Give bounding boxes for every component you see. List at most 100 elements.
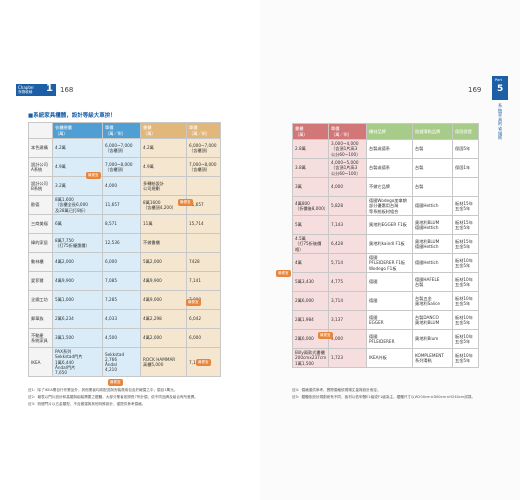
cell: 德國 PFLEIDERER F1板 Wodego F1板: [366, 253, 413, 273]
row: 緯的家居 8萬7,750 （打75折優惠價） 12,536 不做書櫃: [28, 233, 221, 253]
cell: 11萬: [140, 214, 187, 234]
header-cell: 書櫃 （萬）: [140, 122, 187, 139]
header-cell: 鉸鏈滑軌品牌: [412, 123, 453, 140]
chapter-number: 1: [46, 83, 53, 94]
cell: 4萬2,000: [52, 252, 103, 272]
cell: 不做它品牌: [366, 177, 413, 197]
cell: 設計公司 A系統: [28, 157, 53, 177]
cell: 7,143: [328, 215, 367, 235]
cell: 板材10年 五金5年: [452, 329, 479, 349]
badge: 最便宜: [186, 299, 201, 306]
badge: 最便宜: [86, 172, 101, 179]
note: 註3：鉸鏈門片以五金類型，不含搬運與其他特殊設計，僅提供參考價格。: [28, 402, 146, 406]
cell: 奧地利kaindl F1板: [366, 234, 413, 254]
header-row: 衣櫃總價 （萬） 單價 （萬／呎） 書櫃 （萬） 單價 （萬／呎）: [28, 122, 221, 139]
row: 歐德 8萬1,600 （含櫃全長6,000 及28萬已打8折） 11,657 8萬16…: [28, 195, 221, 215]
part-label: Part: [495, 78, 503, 82]
cell: 3萬: [292, 177, 329, 197]
cell: 4,033: [102, 309, 141, 329]
cell: 7,141: [186, 271, 221, 291]
cell: 三商美福: [28, 214, 53, 234]
row: 三商美福 6萬 8,571 11萬 15,714: [28, 214, 221, 234]
cell: 7,285: [102, 290, 141, 310]
cell: 4,500: [102, 328, 141, 348]
cell: 7428: [186, 252, 221, 272]
cell: 4,000: [328, 329, 367, 349]
cell: 6,000: [186, 328, 221, 348]
cell: 7,000~8,000 （含櫃頂）: [186, 157, 221, 177]
chapter-subtitle: 衣物收納: [18, 90, 33, 94]
cell: PAX系列 Sekkstad門片 1萬6,440 Åndal門片 7,650: [52, 346, 103, 378]
note: 註1：除了IKEA需自行作業品外，其他業者均將配送與安裝費用包含於報價之中，價目…: [28, 388, 178, 392]
heading: ■系統家具櫃體，設計等級大車拚！: [28, 113, 116, 119]
cell: 4萬2,298: [140, 309, 187, 329]
cell: 設計公司 B系統: [28, 176, 53, 196]
header-cell: 衣櫃總價 （萬）: [52, 122, 103, 139]
cell: 保固1年: [452, 158, 479, 178]
cell: 4,775: [328, 272, 367, 292]
cell: 2萬1,984: [292, 310, 329, 330]
part-title: 系統家具的省錢術: [498, 103, 503, 141]
cell: 4,000: [102, 176, 141, 196]
cell: 不做書櫃: [140, 233, 187, 253]
row: 郵華族 2萬6,234 4,033 4萬2,298 6,042: [28, 309, 221, 329]
cell: 歐德: [28, 195, 53, 215]
chapter-label: Chapter: [18, 85, 34, 90]
cell: 台製: [412, 177, 453, 197]
cell: 台製: [412, 158, 453, 178]
cell: 動林櫃: [28, 252, 53, 272]
badge: 最便宜: [276, 270, 291, 277]
row: 本色建構 4.2萬 6,000~7,000 （含櫃頂） 4.2萬 6,000~7,000…: [28, 138, 221, 158]
cell: 6萬: [52, 214, 103, 234]
left-page: Chapter 1 衣物收納 168 ■系統家具櫃體，設計等級大車拚！ 衣櫃總價…: [16, 83, 221, 406]
note: 註2：報表以門片設計和高櫃與組裝需要之櫃體，大部分業者依照長7呎計價，依不同品牌…: [28, 395, 198, 399]
cell: 德國: [366, 291, 413, 311]
cell: 5萬2,000: [140, 252, 187, 272]
cell: 愛菲爾: [28, 271, 53, 291]
cell: 3,137: [328, 310, 367, 330]
cell: 5,828: [328, 196, 367, 216]
row: 2萬1,984 3,137 德國 EGGER 台製DANCO 奧地利BLUM 板材10年…: [292, 310, 479, 330]
cell: 德國Wodego加拿朗 部分優惠用台灣 等系統板材組合: [366, 196, 413, 216]
part-tab: Part 5: [492, 76, 508, 100]
header-cell: 單價 （萬／呎）: [102, 122, 141, 139]
header-cell: [28, 122, 53, 139]
cell: 4萬: [292, 253, 329, 273]
cell: 4.9萬: [140, 157, 187, 177]
cell: 6,042: [186, 309, 221, 329]
part-number: 5: [497, 84, 504, 94]
cell: 6,000: [102, 252, 141, 272]
cell: 3,714: [328, 291, 367, 311]
cell: 4,000~5,000 （含頂1片高3 公分60~100）: [328, 158, 367, 178]
cell: 4萬9,000: [140, 290, 187, 310]
cell: 台製五金 奧地利Salice: [412, 291, 453, 311]
cell: 板材10年 五金5年: [452, 253, 479, 273]
cell: 奧地利BLUM 德國Hettich: [412, 234, 453, 254]
cell: 板材15年 五金5年: [452, 215, 479, 235]
cell: 8,571: [102, 214, 141, 234]
cell: 15,714: [186, 214, 221, 234]
cell: 4萬800 （折價後8,000）: [292, 196, 329, 216]
header-cell: 保固保證: [452, 123, 479, 140]
cell: 2萬6,234: [52, 309, 103, 329]
header-cell: 單價 （萬／呎）: [186, 122, 221, 139]
cell: 板材10年 五金5年: [452, 310, 479, 330]
badge: 最便宜: [318, 332, 333, 339]
cell: 奧地利Blum: [412, 329, 453, 349]
cell: 緯的家居: [28, 233, 53, 253]
header-cell: 單價 （萬／呎）: [328, 123, 367, 140]
cell: 板材10年 五金5年: [452, 348, 479, 368]
cell: 板材15年 五金5年: [452, 196, 479, 216]
cell: 4萬2,000: [140, 328, 187, 348]
cell: 5萬1,000: [52, 290, 103, 310]
cell: Sekkstad 2,766 Åndal 4,210: [102, 346, 141, 378]
cell: 板材10年 五金5年: [452, 272, 479, 292]
cell: [452, 177, 479, 197]
cell: 5萬3,430: [292, 272, 329, 292]
cell: 7,142: [186, 346, 221, 378]
row: 2.8萬 3,000~4,000 （含頂1片高3 公分60~100） 台製或德系 台製…: [292, 139, 479, 159]
cell: 4萬9,900: [140, 271, 187, 291]
cell: 6,000~7,000 （含櫃頂）: [102, 138, 141, 158]
cell: 1,723: [328, 348, 367, 368]
cell: 郵華族: [28, 309, 53, 329]
